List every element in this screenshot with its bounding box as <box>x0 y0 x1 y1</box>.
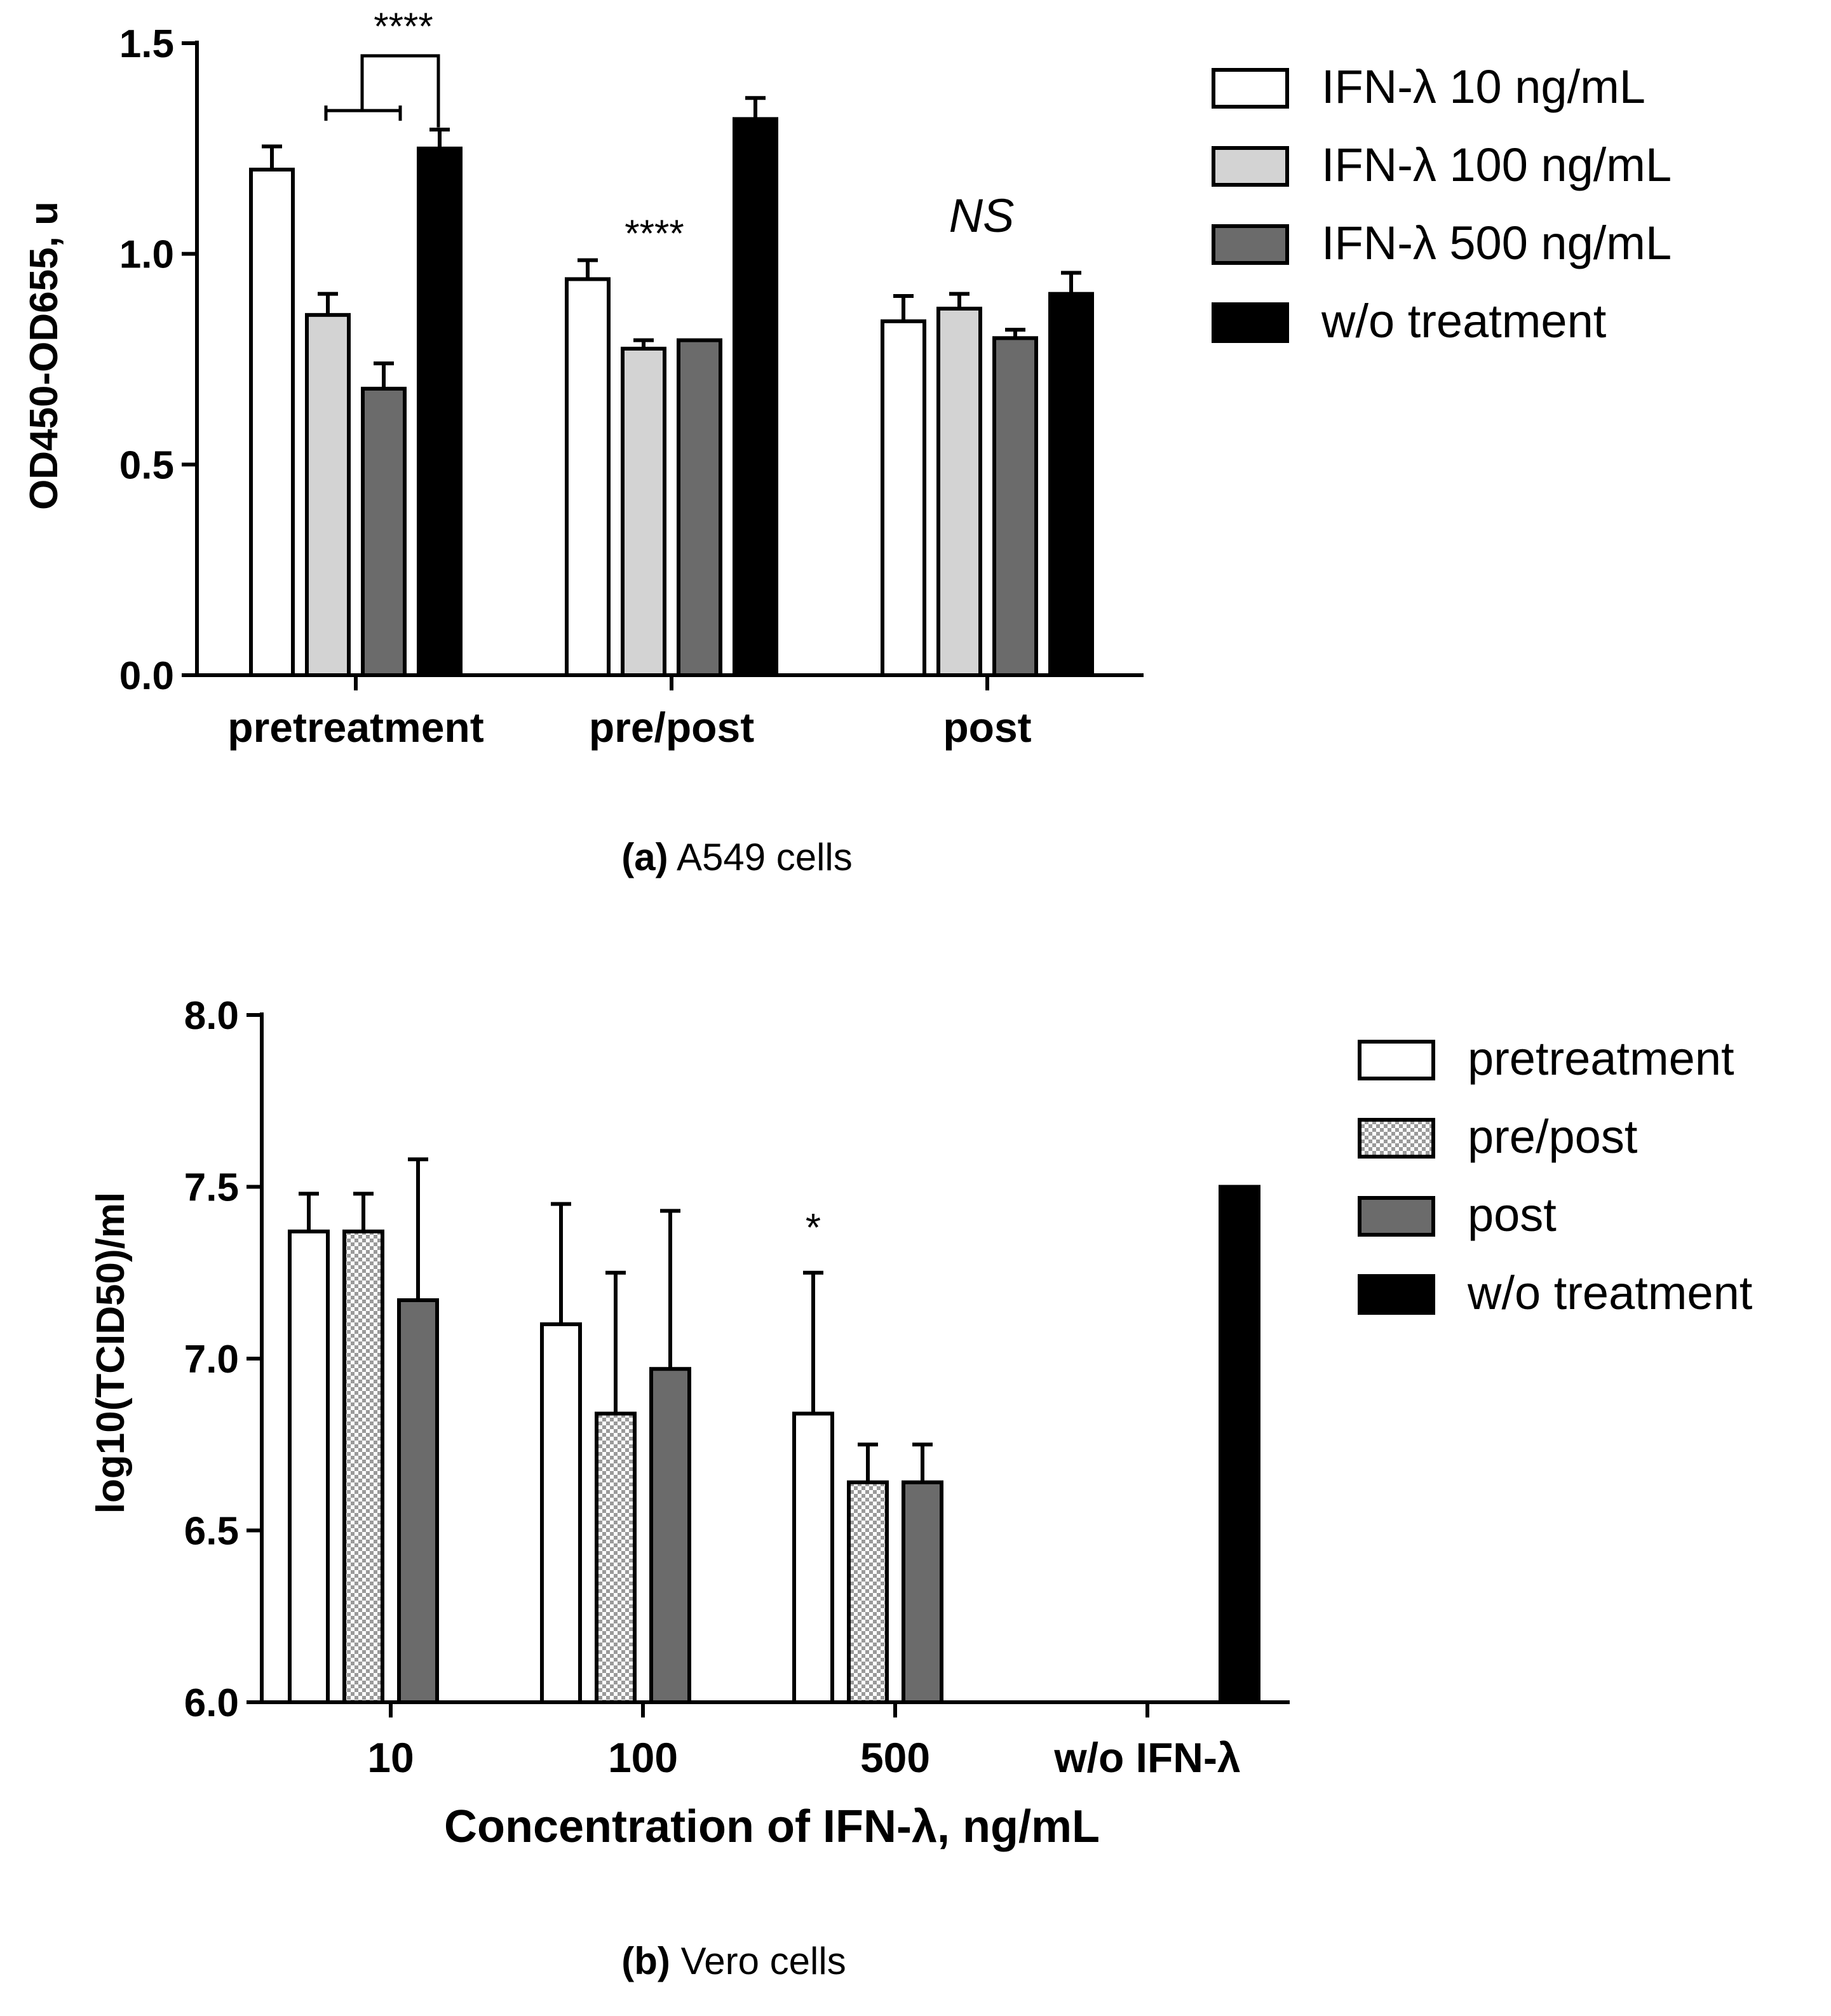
legend-swatch <box>1212 302 1289 343</box>
y-tick-label: 6.0 <box>184 1681 239 1725</box>
b-x-axis-label: Concentration of IFN-λ, ng/mL <box>444 1801 1100 1852</box>
a-caption: (a) A549 cells <box>621 836 853 878</box>
bar <box>733 117 778 677</box>
chart-a-a549: 0.0 0.5 1.0 1.5 pretreatment pre/post post ***… <box>22 5 1672 878</box>
b-caption-text: Vero cells <box>681 1940 846 1982</box>
y-tick-label: 1.0 <box>119 233 174 277</box>
legend-label: IFN-λ 500 ng/mL <box>1321 217 1672 269</box>
b-annotations: * <box>806 1206 821 1250</box>
y-tick-label: 7.5 <box>184 1166 239 1210</box>
bar <box>565 277 611 677</box>
x-tick-label: w/o IFN-λ <box>1053 1734 1240 1781</box>
bar <box>1219 1185 1260 1704</box>
bar <box>677 338 722 677</box>
x-tick-label: 500 <box>860 1734 930 1781</box>
x-tick-label: post <box>943 704 1031 751</box>
b-legend: pretreatment pre/post post w/o treatment <box>1358 1032 1753 1319</box>
bar <box>992 336 1038 677</box>
sig-bracket <box>360 54 440 128</box>
bar <box>288 1229 330 1704</box>
b-caption: (b) Vero cells <box>621 1940 846 1982</box>
a-caption-label: (a) <box>621 836 668 878</box>
significance-label: **** <box>374 5 433 48</box>
legend-swatch <box>1358 1196 1435 1237</box>
bar <box>249 168 295 677</box>
legend-label: w/o treatment <box>1321 295 1607 347</box>
significance-label: * <box>806 1206 821 1250</box>
bar <box>902 1480 943 1704</box>
b-axes: 6.0 6.5 7.0 7.5 8.0 10 100 500 w/o IFN-λ <box>184 994 1290 1781</box>
bar <box>305 312 351 678</box>
y-tick-label: 7.0 <box>184 1338 239 1381</box>
x-tick-label: 100 <box>608 1734 678 1781</box>
legend-label: IFN-λ 10 ng/mL <box>1321 60 1645 113</box>
legend-swatch <box>1212 224 1289 265</box>
y-tick-label: 6.5 <box>184 1510 239 1554</box>
bar <box>792 1411 834 1705</box>
a-y-axis-label: OD450-OD655, u <box>22 201 66 510</box>
bar <box>847 1480 889 1704</box>
bar <box>397 1298 439 1704</box>
x-tick-label: 10 <box>367 1734 414 1781</box>
y-tick-label: 0.5 <box>119 443 174 487</box>
legend-swatch <box>1358 1274 1435 1315</box>
bar <box>649 1367 691 1704</box>
x-tick-label: pre/post <box>589 704 754 751</box>
significance-label: **** <box>625 212 684 255</box>
b-bars <box>288 1157 1260 1705</box>
bar <box>595 1411 637 1705</box>
bar <box>881 319 926 677</box>
legend-label: pretreatment <box>1468 1032 1734 1085</box>
bar <box>1048 292 1094 677</box>
legend-swatch <box>1358 1040 1435 1080</box>
legend-label: pre/post <box>1468 1110 1638 1163</box>
a-annotations: **** **** NS <box>324 5 1015 255</box>
bar <box>342 1229 384 1704</box>
bar <box>621 346 666 677</box>
legend-swatch <box>1212 146 1289 187</box>
bar <box>361 386 407 678</box>
chart-b-vero: 6.0 6.5 7.0 7.5 8.0 10 100 500 w/o IFN-λ * log10… <box>89 994 1753 1982</box>
significance-label: NS <box>949 189 1015 242</box>
legend-swatch <box>1358 1118 1435 1159</box>
a-legend: IFN-λ 10 ng/mL IFN-λ 100 ng/mL IFN-λ 500 n… <box>1212 60 1672 347</box>
bar <box>417 146 463 678</box>
legend-swatch <box>1212 68 1289 109</box>
a-caption-text: A549 cells <box>677 836 853 878</box>
y-tick-label: 1.5 <box>119 22 174 66</box>
legend-label: post <box>1468 1188 1557 1241</box>
bar <box>936 306 982 677</box>
legend-label: w/o treatment <box>1467 1267 1753 1319</box>
legend-label: IFN-λ 100 ng/mL <box>1321 138 1672 191</box>
a-bars <box>249 96 1094 678</box>
x-tick-label: pretreatment <box>227 704 483 751</box>
y-tick-label: 8.0 <box>184 994 239 1038</box>
b-y-axis-label: log10(TCID50)/ml <box>89 1192 133 1514</box>
bar <box>540 1322 582 1704</box>
b-caption-label: (b) <box>621 1940 670 1982</box>
y-tick-label: 0.0 <box>119 654 174 698</box>
a-axes: 0.0 0.5 1.0 1.5 pretreatment pre/post post <box>119 22 1144 751</box>
